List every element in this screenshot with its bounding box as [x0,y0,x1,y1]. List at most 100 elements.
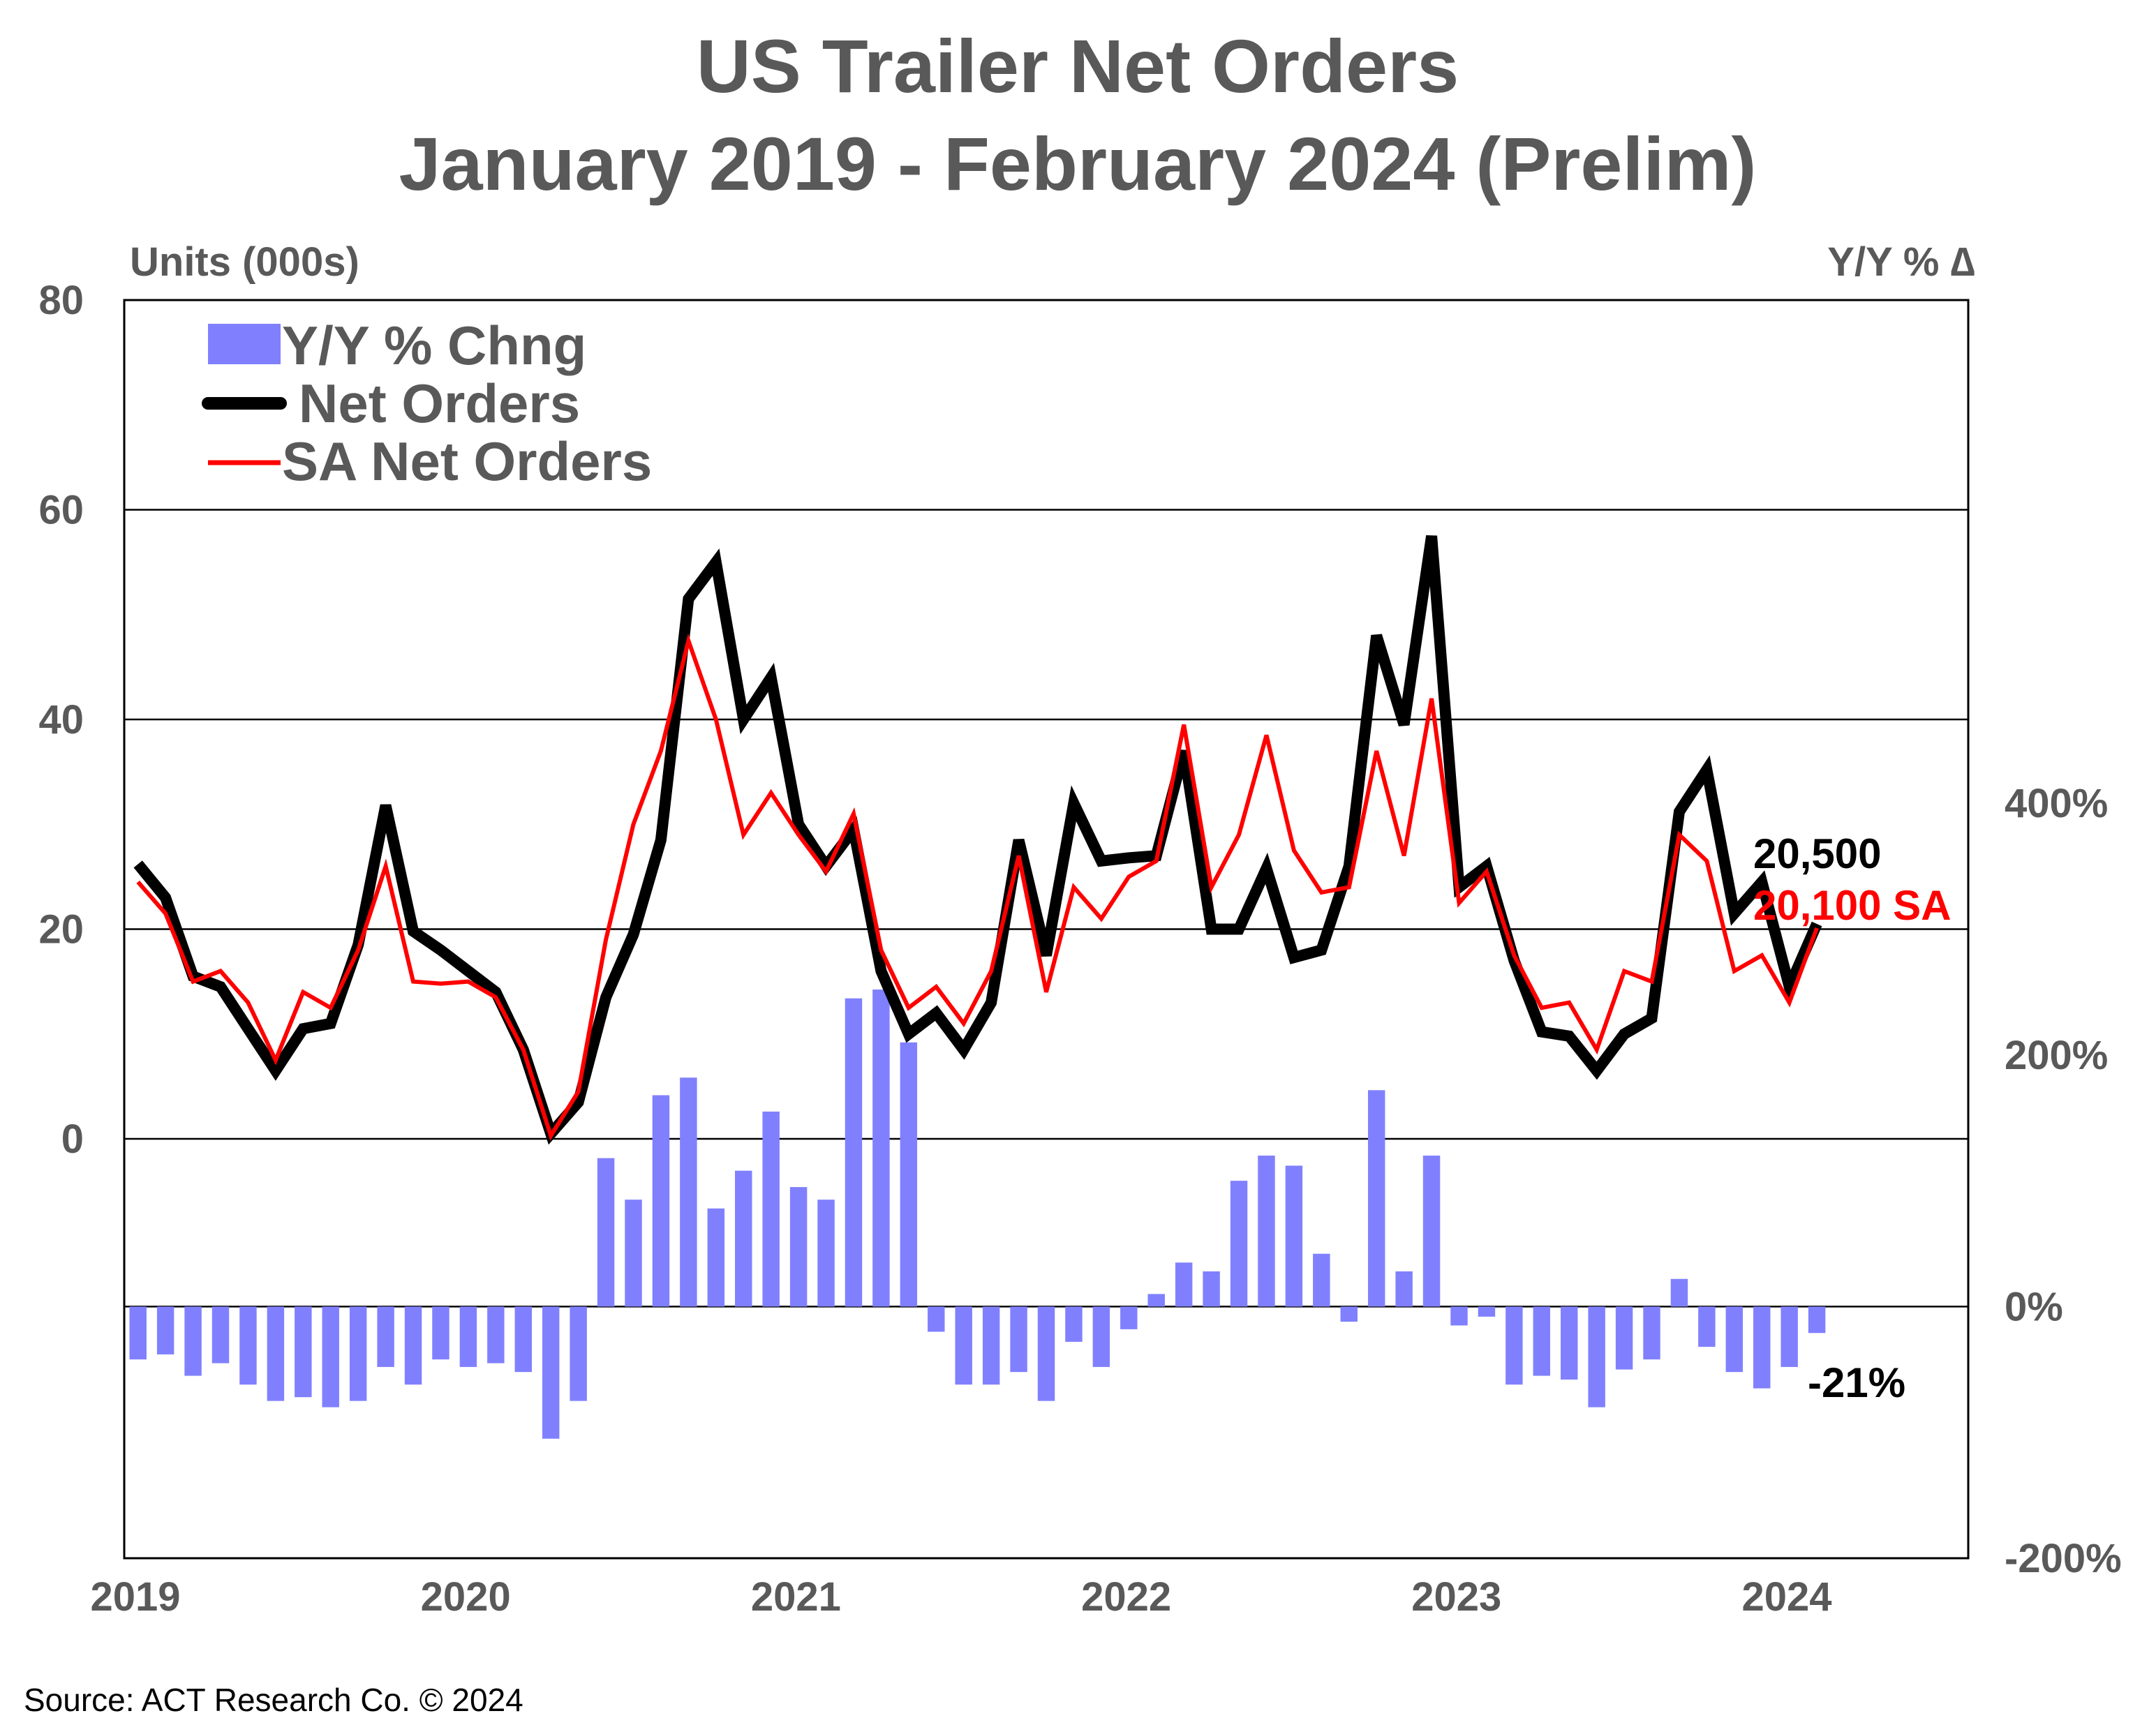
yoy-bar [680,1077,697,1307]
left-tick-label: 20 [38,907,84,953]
yoy-bar [1615,1306,1633,1370]
yoy-bar [1258,1156,1275,1307]
left-tick-label: 60 [38,488,84,533]
chart-title-line1: US Trailer Net Orders [697,24,1459,108]
right-axis-ticks: -200% 0% 200% 400% [2005,781,2122,1581]
yoy-bars [129,990,1826,1439]
yoy-bar [1065,1306,1083,1342]
right-tick-label: 0% [2005,1284,2063,1329]
yoy-bar [1725,1306,1744,1373]
grid-lines [124,509,1968,1308]
yoy-bar [1753,1306,1771,1389]
x-tick-label: 2019 [90,1574,180,1620]
yoy-bar [1010,1306,1027,1373]
yoy-bar [570,1306,587,1401]
yoy-bar [762,1111,780,1307]
yoy-bar [955,1306,972,1385]
x-axis-ticks: 2019 2020 2021 2022 2023 2024 [90,1574,1831,1620]
yoy-bar [267,1306,285,1401]
yoy-bar [982,1306,1000,1385]
yoy-bar [1780,1306,1798,1367]
x-tick-label: 2020 [421,1574,511,1620]
yoy-bar [1340,1306,1358,1322]
yoy-bar [239,1306,257,1385]
legend: Y/Y % Chng Net Orders SA Net Orders [202,315,652,492]
yoy-bar [1643,1306,1660,1360]
yoy-bar [597,1158,615,1307]
yoy-bar [625,1200,642,1307]
x-tick-label: 2022 [1081,1574,1171,1620]
annotation-sa-latest: 20,100 SA [1753,882,1951,929]
yoy-bar [1670,1278,1688,1307]
yoy-bar [1120,1306,1138,1329]
yoy-bar [1285,1165,1303,1307]
legend-label-sa-net-orders: SA Net Orders [282,431,652,492]
yoy-bar [211,1306,230,1364]
yoy-bar [432,1306,449,1360]
left-tick-label: 0 [61,1117,84,1162]
yoy-bar [295,1306,312,1398]
yoy-bar [1506,1306,1523,1385]
order-lines [133,535,1822,1145]
yoy-bar [1422,1156,1441,1307]
yoy-bar [1037,1306,1055,1401]
yoy-bar [1175,1262,1193,1307]
yoy-bar [872,990,890,1307]
yoy-bar [1450,1306,1468,1326]
yoy-bar [652,1095,670,1307]
left-axis-label: Units (000s) [130,239,359,285]
sa-net-orders-line [136,633,1819,1141]
net-orders-line [133,535,1822,1145]
yoy-bar [487,1306,505,1364]
legend-label-yoy: Y/Y % Chng [282,315,586,376]
yoy-bar [1147,1294,1165,1307]
yoy-bar [845,998,863,1307]
legend-label-net-orders: Net Orders [299,373,580,434]
yoy-bar [900,1042,918,1307]
yoy-bar [377,1306,394,1367]
yoy-bar [1313,1253,1330,1307]
yoy-bar [1560,1306,1578,1380]
yoy-bar [1533,1306,1551,1376]
left-tick-label: 80 [38,278,84,323]
yoy-bar [1203,1271,1220,1307]
chart-title-line2: January 2019 - February 2024 (Prelim) [399,121,1756,206]
yoy-bar [789,1187,808,1307]
right-tick-label: -200% [2005,1536,2122,1581]
yoy-bar [156,1306,174,1354]
plot-frame [123,299,1970,1560]
yoy-bar [514,1306,533,1373]
x-tick-label: 2021 [751,1574,841,1620]
yoy-bar [1478,1306,1496,1317]
yoy-bar [735,1170,752,1307]
yoy-bar [817,1200,835,1307]
yoy-bar [322,1306,339,1407]
legend-swatch-yoy [208,324,281,364]
yoy-bar [1230,1181,1248,1307]
source-note: Source: ACT Research Co. © 2024 [24,1682,523,1718]
yoy-bar [459,1306,477,1367]
x-tick-label: 2023 [1411,1574,1501,1620]
yoy-bar [1092,1306,1110,1367]
yoy-bar [184,1306,202,1376]
yoy-bar [129,1306,147,1360]
yoy-bar [928,1306,945,1332]
annotation-yoy-latest: -21% [1808,1359,1905,1406]
right-tick-label: 200% [2005,1033,2108,1078]
yoy-bar [1808,1306,1826,1334]
left-tick-label: 40 [38,697,84,742]
yoy-bar [349,1306,367,1401]
yoy-bar [1367,1090,1385,1307]
yoy-bar [1395,1271,1413,1307]
yoy-bar [707,1208,725,1307]
x-tick-label: 2024 [1741,1574,1831,1620]
annotation-net-orders-latest: 20,500 [1753,830,1882,877]
right-axis-label: Y/Y % ∆ [1827,239,1975,285]
yoy-bar [1588,1306,1605,1407]
yoy-bar [542,1306,560,1439]
left-axis-ticks: 0 20 40 60 80 [38,278,84,1162]
yoy-bar [404,1306,422,1385]
right-tick-label: 400% [2005,781,2108,826]
yoy-bar [1698,1306,1716,1347]
